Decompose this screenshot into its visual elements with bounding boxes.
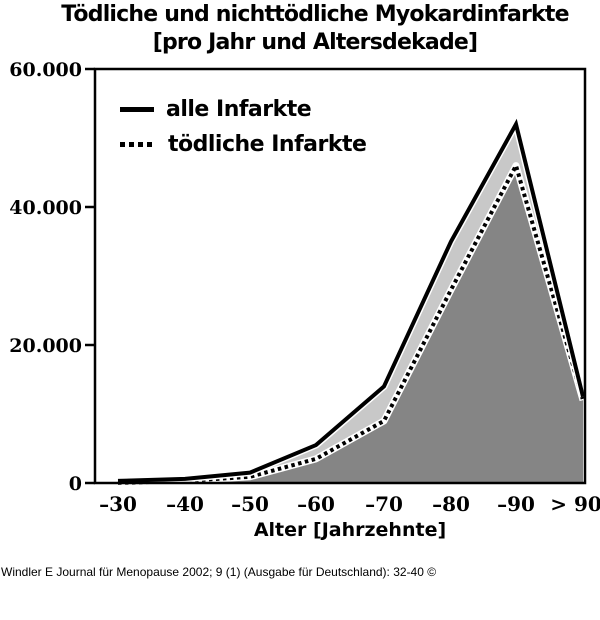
y-tick-label: 60.000 [9,59,82,81]
x-tick-label: > 90 [550,492,600,516]
legend-label: alle Infarkte [166,97,312,122]
legend-label: tödliche Infarkte [168,132,367,157]
citation: Windler E Journal für Menopause 2002; 9 … [1,565,437,579]
x-tick-label: –50 [231,492,269,516]
chart-subtitle: [pro Jahr und Altersdekade] [152,30,478,55]
line-all-infarcts [117,118,585,483]
y-tick-label: 40.000 [9,197,82,219]
legend-item-all-infarcts: alle Infarkte [120,97,312,122]
chart-axes [93,67,587,485]
y-tick-label: 20.000 [9,335,82,357]
x-tick-label: –40 [166,492,204,516]
x-tick-label: –30 [99,492,137,516]
legend-item-fatal-infarcts: tödliche Infarkte [120,132,367,157]
x-tick-label: –90 [497,492,535,516]
x-tick-label: –70 [365,492,403,516]
x-axis-label: Alter [Jahrzehnte] [253,519,447,541]
x-axis-ticks: –30 –40 –50 –60 –70 –80 –90 > 90 [99,492,600,516]
dotted-line-icon [120,142,154,147]
chart-title: Tödliche und nichttödliche Myokardinfark… [61,2,569,27]
y-tick-label: 0 [69,473,82,495]
chart-lines [117,118,587,487]
area-fatal-infarcts [118,165,583,483]
x-tick-label: –60 [297,492,335,516]
solid-line-icon [120,107,154,112]
x-tick-label: –80 [432,492,470,516]
y-axis-ticks: 0 20.000 40.000 60.000 [9,59,95,495]
